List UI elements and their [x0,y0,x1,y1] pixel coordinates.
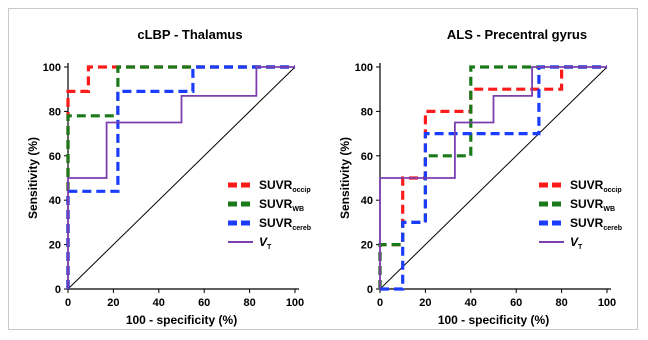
reference-diagonal-line [67,66,296,290]
chart-panel-2: ALS - Precentral gyrus 0 20 40 60 80 100 0 20 40 6… [338,27,622,327]
legend-label: VT [259,235,272,251]
legend-label: SUVRWB [259,197,304,213]
series-line-suvr-wb [66,65,295,289]
chart-title: ALS - Precentral gyrus [447,27,587,42]
x-tick-label: 80 [555,297,567,309]
series-line-v-t [379,66,607,289]
y-tick-label: 20 [49,240,61,252]
y-tick-label: 20 [361,240,373,252]
chart-panel-1: cLBP - Thalamus 0 20 40 60 80 100 0 20 40 60 80 100 1… [26,27,311,327]
legend-label: SUVRoccip [259,178,311,194]
x-tick-label: 60 [510,297,522,309]
legend-label: SUVRcereb [259,216,311,232]
y-tick-label: 80 [361,106,373,118]
x-tick-label: 0 [377,297,383,309]
legend-label: SUVRoccip [570,178,622,194]
y-tick-label: 100 [355,62,373,74]
x-tick-label: 20 [107,297,119,309]
x-tick-label: 80 [243,297,255,309]
y-axis-label: Sensitivity (%) [338,137,352,219]
y-tick-label: 0 [367,284,373,296]
series-line-suvr-occip [66,65,295,289]
y-axis-label: Sensitivity (%) [26,137,40,219]
reference-diagonal-line [379,66,608,290]
y-tick-label: 60 [49,151,61,163]
legend-label: SUVRWB [570,197,615,213]
legend-label: VT [570,235,583,251]
x-axis-label: 100 - specificity (%) [438,313,549,327]
x-tick-label: 60 [198,297,210,309]
figure-frame [8,8,638,330]
x-tick-label: 100 [598,297,616,309]
y-tick-label: 40 [49,195,61,207]
x-tick-label: 40 [153,297,165,309]
y-tick-label: 0 [55,284,61,296]
x-tick-label: 20 [419,297,431,309]
series-line-v-t [67,66,295,289]
x-tick-label: 100 [286,297,304,309]
y-tick-label: 100 [43,62,61,74]
chart-title: cLBP - Thalamus [137,27,242,42]
y-tick-label: 80 [49,106,61,118]
x-tick-label: 40 [465,297,477,309]
x-axis-label: 100 - specificity (%) [126,313,237,327]
legend-label: SUVRcereb [570,216,622,232]
x-tick-label: 0 [65,297,71,309]
y-tick-label: 40 [361,195,373,207]
y-tick-label: 60 [361,151,373,163]
